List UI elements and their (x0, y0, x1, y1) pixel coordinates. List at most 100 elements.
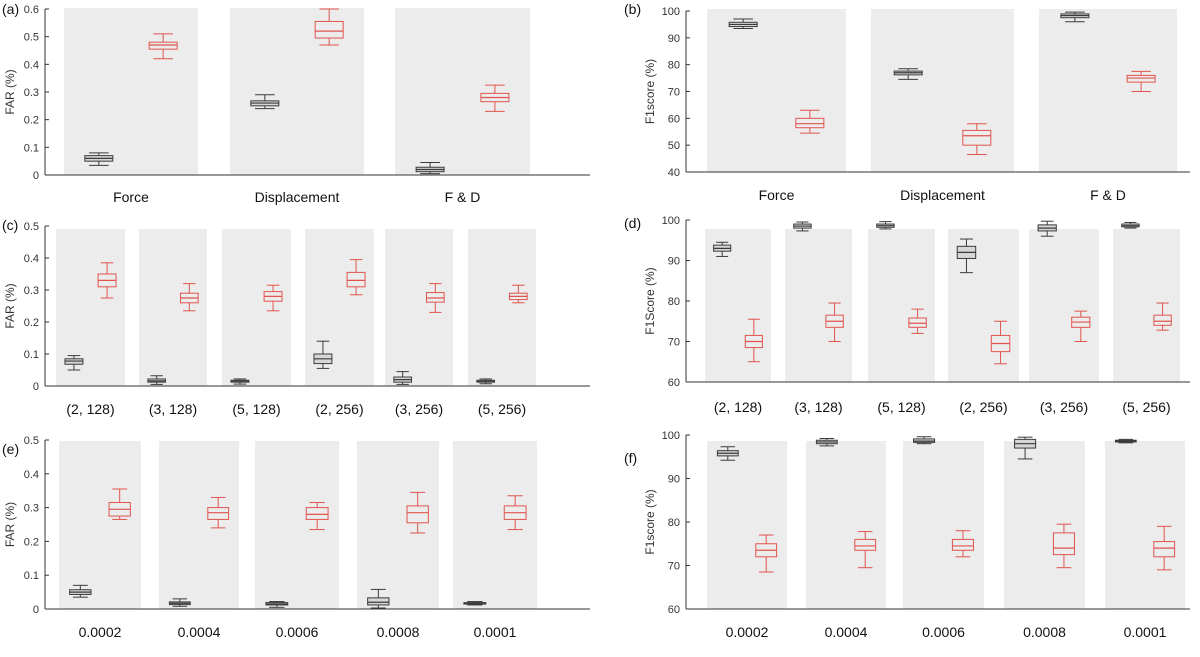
red-box-2 (951, 530, 974, 558)
category-background (707, 9, 846, 172)
panel-label: (e) (2, 441, 19, 457)
black-box-1 (168, 598, 191, 607)
y-tick-label: 0.3 (24, 87, 39, 99)
y-tick-label: 0.1 (24, 142, 39, 154)
y-axis-title: F1score (%) (643, 59, 657, 124)
red-box-2 (305, 502, 329, 531)
box-iqr (425, 292, 445, 303)
category-label: (5, 128) (877, 399, 925, 415)
red-box-3 (1052, 523, 1075, 569)
category-label: F & D (1090, 187, 1126, 203)
category-background (222, 229, 291, 386)
y-tick-label: 0.3 (24, 285, 39, 297)
black-box-4 (393, 371, 413, 385)
black-box-4 (1037, 220, 1057, 237)
box-iqr (854, 538, 877, 551)
black-box-2 (1060, 11, 1090, 23)
category-background (1039, 9, 1177, 172)
panel-label: (d) (624, 215, 641, 231)
box-iqr (1153, 541, 1176, 558)
red-box-4 (1071, 310, 1091, 342)
category-background (453, 441, 537, 609)
box-iqr (962, 129, 992, 146)
category-label: (2, 128) (714, 399, 762, 415)
black-box-5 (476, 378, 496, 385)
y-tick-label: 0 (33, 170, 39, 182)
y-axis-title: F1Score (%) (643, 267, 657, 334)
red-box-2 (480, 84, 510, 112)
red-box-1 (962, 123, 992, 156)
y-tick-label: 0.2 (24, 115, 39, 127)
red-box-1 (314, 8, 344, 46)
panel-d: 60 70 80 90 100 F1Score (%) (d) (2, 128) (3, 128… (624, 215, 1190, 415)
y-tick-label: 80 (668, 296, 680, 308)
category-label: (3, 256) (395, 401, 443, 417)
category-label: (5, 128) (232, 401, 280, 417)
category-label: 0.0004 (178, 624, 221, 640)
black-box-2 (230, 378, 250, 385)
y-tick-label: 90 (668, 33, 680, 45)
black-box-5 (1121, 221, 1140, 229)
red-box-0 (744, 318, 763, 363)
red-box-0 (795, 109, 825, 134)
black-box-1 (250, 94, 280, 110)
y-tick-label: 40 (668, 167, 680, 179)
y-tick-label: 0.5 (24, 435, 39, 447)
y-tick-label: 0.2 (24, 317, 39, 329)
category-label: 0.0006 (276, 624, 319, 640)
red-box-2 (908, 308, 927, 334)
category-background (255, 441, 339, 609)
y-axis-title: FAR (%) (3, 283, 17, 328)
red-box-0 (108, 488, 131, 520)
black-box-3 (367, 588, 390, 609)
panel-c: 0 0.1 0.2 0.3 0.4 0.5 FAR (%) (c) (2, 128) (3, 12… (2, 217, 590, 417)
black-box-2 (265, 601, 289, 608)
category-background (705, 229, 771, 382)
category-label: (3, 256) (1040, 399, 1088, 415)
black-box-1 (893, 68, 923, 80)
red-box-1 (179, 283, 199, 312)
black-box-4 (1114, 438, 1137, 444)
category-background (59, 441, 141, 609)
y-tick-label: 0.5 (24, 221, 39, 233)
category-label: 0.0004 (825, 624, 868, 640)
black-box-2 (415, 162, 445, 175)
category-background (806, 441, 886, 609)
panel-b: 40 50 60 70 80 90 100 F1score (%) (b) Force Displa… (624, 1, 1190, 203)
category-background (903, 441, 984, 609)
box-iqr (346, 271, 366, 288)
category-background (159, 441, 239, 609)
panel-e: 0 0.1 0.2 0.3 0.4 0.5 FAR (%) (e) 0.0002 0.0004 0.… (2, 435, 590, 640)
box-iqr (305, 507, 329, 520)
red-box-0 (97, 262, 117, 299)
red-box-2 (1126, 70, 1156, 92)
category-label: 0.0001 (474, 624, 517, 640)
y-tick-label: 0.4 (24, 253, 39, 265)
category-label: Force (113, 189, 149, 205)
y-tick-label: 0.4 (24, 59, 39, 71)
red-box-4 (1153, 525, 1176, 571)
y-tick-label: 0 (33, 381, 39, 393)
box-iqr (406, 505, 429, 524)
black-box-1 (147, 375, 167, 385)
red-box-0 (148, 33, 178, 60)
category-background (385, 229, 453, 386)
panel-label: (f) (624, 450, 637, 466)
red-box-0 (755, 534, 778, 573)
category-background (230, 8, 364, 175)
black-box-0 (69, 584, 92, 598)
y-tick-label: 70 (668, 561, 680, 573)
y-axis-title: F1score (%) (643, 489, 657, 554)
red-box-4 (503, 495, 527, 531)
black-box-1 (815, 437, 838, 447)
y-tick-label: 0.4 (24, 469, 39, 481)
black-box-0 (64, 355, 84, 371)
category-label: 0.0001 (1124, 624, 1167, 640)
y-tick-label: 100 (662, 6, 680, 18)
box-iqr (367, 597, 390, 606)
panel-label: (b) (624, 1, 641, 17)
y-tick-label: 70 (668, 337, 680, 349)
panel-a: 0 0.1 0.2 0.3 0.4 0.5 0.6 FAR (%) (a) Force Displa… (2, 1, 590, 205)
red-box-1 (854, 531, 877, 569)
y-tick-label: 0.2 (24, 536, 39, 548)
